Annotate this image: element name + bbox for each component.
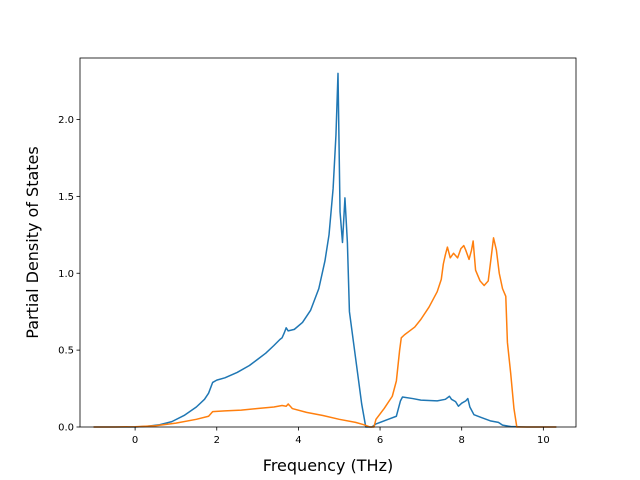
y-tick-label: 0.5 — [58, 346, 74, 357]
x-tick-label: 6 — [377, 435, 383, 446]
x-tick-label: 10 — [537, 435, 550, 446]
x-tick-label: 4 — [295, 435, 301, 446]
series-line-2 — [93, 237, 557, 428]
series-layer — [93, 72, 557, 428]
x-tick-label: 8 — [459, 435, 465, 446]
y-tick-label: 2.0 — [58, 115, 74, 126]
plot-frame — [79, 57, 577, 428]
y-axis-label: Partial Density of States — [23, 146, 42, 338]
y-tick-label: 1.0 — [58, 269, 74, 280]
y-tick-label: 0.0 — [58, 423, 74, 434]
axes-layer: 0 2 4 6 8 10 0.0 0.5 1.0 1.5 2.0 — [58, 57, 577, 446]
y-tick-label: 1.5 — [58, 192, 74, 203]
x-tick-label: 2 — [214, 435, 220, 446]
series-line-1 — [93, 72, 557, 428]
x-tick-label: 0 — [132, 435, 138, 446]
x-axis-label: Frequency (THz) — [263, 456, 393, 475]
